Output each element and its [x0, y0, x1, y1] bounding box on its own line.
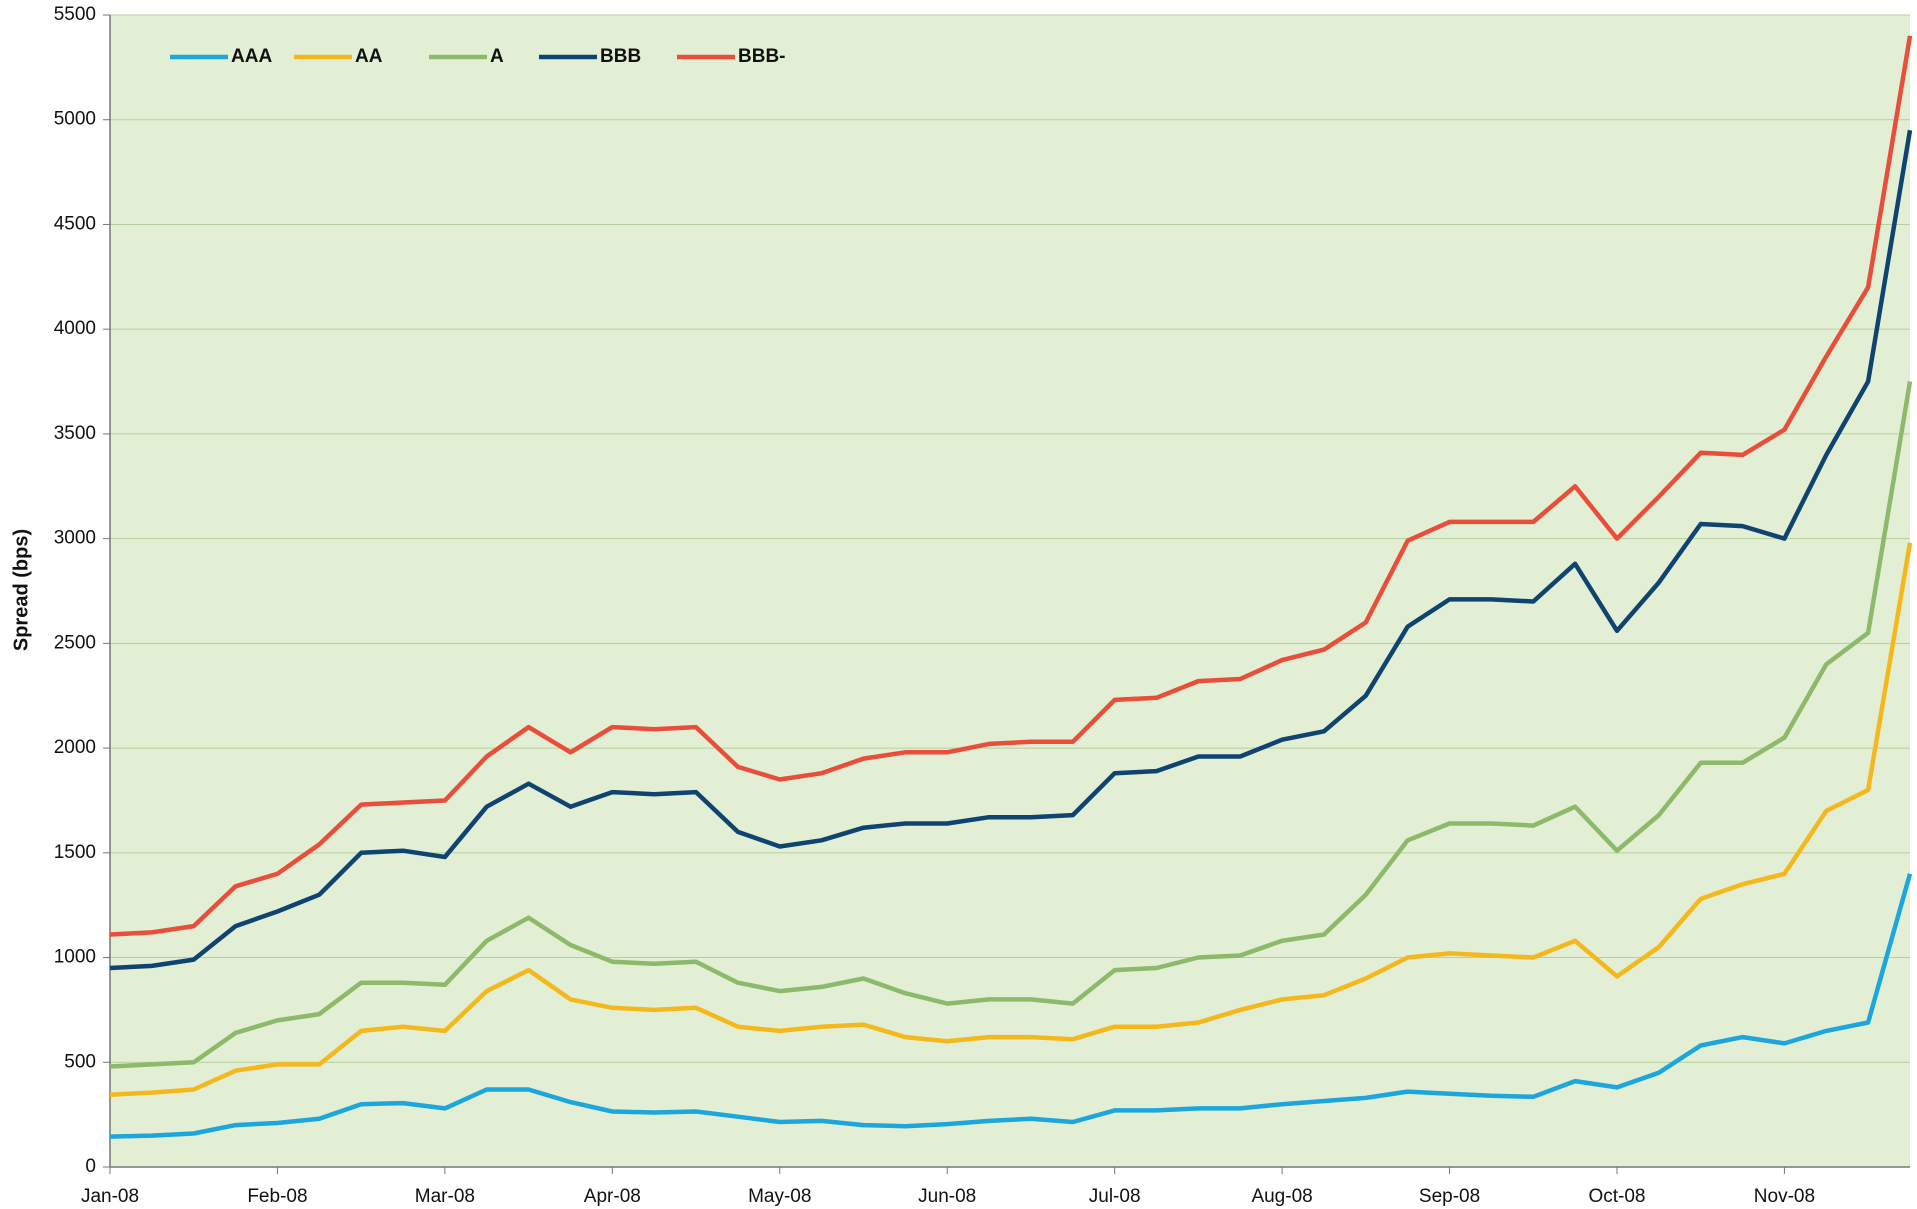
y-tick-label: 3500 [54, 423, 96, 444]
legend-label: AA [355, 46, 383, 67]
series-line [109, 129, 1913, 971]
x-tick-label: Feb-08 [247, 1186, 307, 1207]
legend-label: BBB [600, 46, 641, 67]
series-line [109, 542, 1913, 1097]
y-tick-label: 4500 [54, 213, 96, 234]
y-tick-label: 3000 [54, 528, 96, 549]
y-tick-label: 5000 [54, 109, 96, 130]
x-tick-label: Apr-08 [584, 1186, 641, 1207]
x-tick-label: Jun-08 [918, 1186, 976, 1207]
x-tick-label: Sep-08 [1419, 1186, 1480, 1207]
y-tick-label: 500 [64, 1051, 96, 1072]
series-line [109, 873, 1913, 1139]
y-tick-label: 1500 [54, 842, 96, 863]
series-line [109, 35, 1913, 937]
y-tick-label: 2500 [54, 632, 96, 653]
y-tick-label: 4000 [54, 318, 96, 339]
x-tick-label: Mar-08 [415, 1186, 475, 1207]
y-tick-label: 2000 [54, 737, 96, 758]
x-tick-label: Oct-08 [1588, 1186, 1645, 1207]
x-tick-label: Jan-08 [81, 1186, 139, 1207]
x-tick-label: Nov-08 [1754, 1186, 1815, 1207]
x-tick-label: Jul-08 [1089, 1186, 1141, 1207]
legend-label: A [490, 46, 504, 67]
plot-area [110, 15, 1910, 1167]
y-tick-label: 5500 [54, 4, 96, 25]
x-tick-label: Aug-08 [1251, 1186, 1312, 1207]
y-tick-label: 1000 [54, 947, 96, 968]
y-axis-label: Spread (bps) [10, 529, 32, 651]
x-tick-label: May-08 [748, 1186, 811, 1207]
legend-label: AAA [231, 46, 272, 67]
y-tick-label: 0 [85, 1156, 96, 1177]
series-line [109, 381, 1913, 1069]
legend-label: BBB- [738, 46, 786, 67]
